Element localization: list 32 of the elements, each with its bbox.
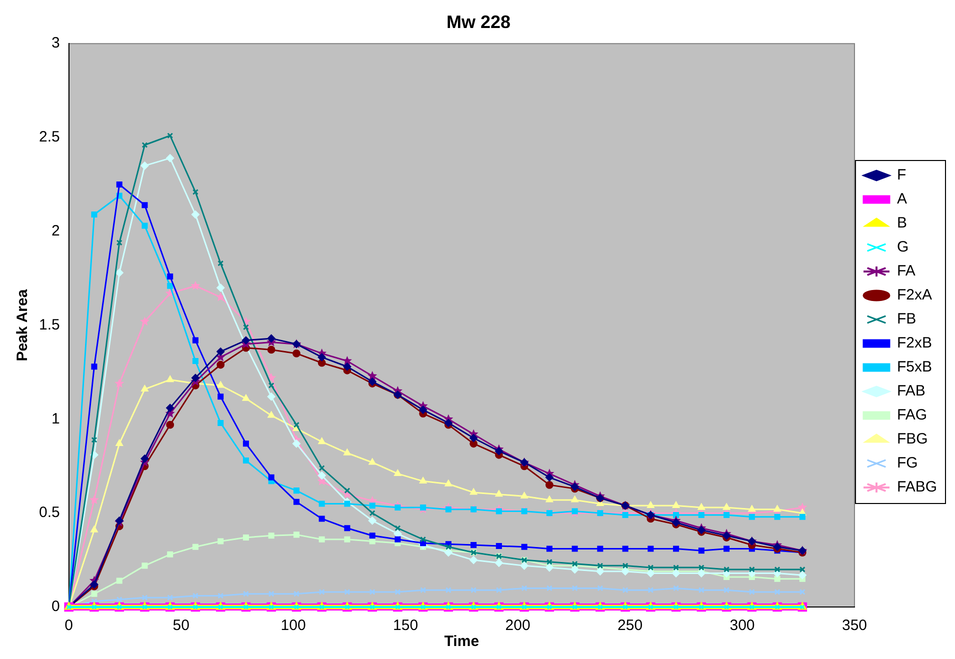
- x-tick-label: 0: [64, 617, 74, 634]
- legend-label: A: [896, 190, 908, 208]
- legend-label: G: [896, 238, 909, 256]
- y-tick-label: 1: [52, 410, 60, 428]
- legend-label: F2xB: [896, 334, 932, 352]
- x-tick-label: 250: [618, 617, 643, 634]
- x-tick-label: 150: [393, 617, 418, 634]
- x-axis-title: Time: [444, 633, 480, 650]
- y-tick-label: 1.5: [38, 316, 60, 334]
- legend-label: FG: [896, 454, 918, 472]
- y-tick-label: 0.5: [38, 504, 60, 522]
- legend-label: FABG: [896, 478, 938, 496]
- legend-label: FAB: [896, 382, 926, 400]
- legend-label: FAG: [896, 406, 928, 424]
- y-tick-label: 2: [52, 222, 60, 240]
- legend-label: FB: [896, 310, 916, 328]
- x-tick-label: 50: [172, 617, 190, 634]
- x-tick-label: 100: [280, 617, 306, 634]
- x-tick-label: 200: [505, 617, 530, 634]
- y-tick-label: 3: [52, 34, 60, 52]
- y-axis-title: Peak Area: [14, 288, 32, 362]
- legend-label: F5xB: [896, 358, 932, 376]
- legend-label: F: [896, 166, 906, 184]
- chart-title: Mw 228: [446, 12, 511, 32]
- legend-label: F2xA: [896, 286, 932, 304]
- legend-label: B: [896, 214, 908, 232]
- x-tick-label: 350: [842, 617, 868, 634]
- y-tick-label: 0: [52, 598, 60, 616]
- legend-label: FBG: [896, 430, 928, 448]
- legend-label: FA: [896, 262, 916, 280]
- x-tick-label: 300: [730, 617, 755, 634]
- y-tick-label: 2.5: [38, 128, 60, 146]
